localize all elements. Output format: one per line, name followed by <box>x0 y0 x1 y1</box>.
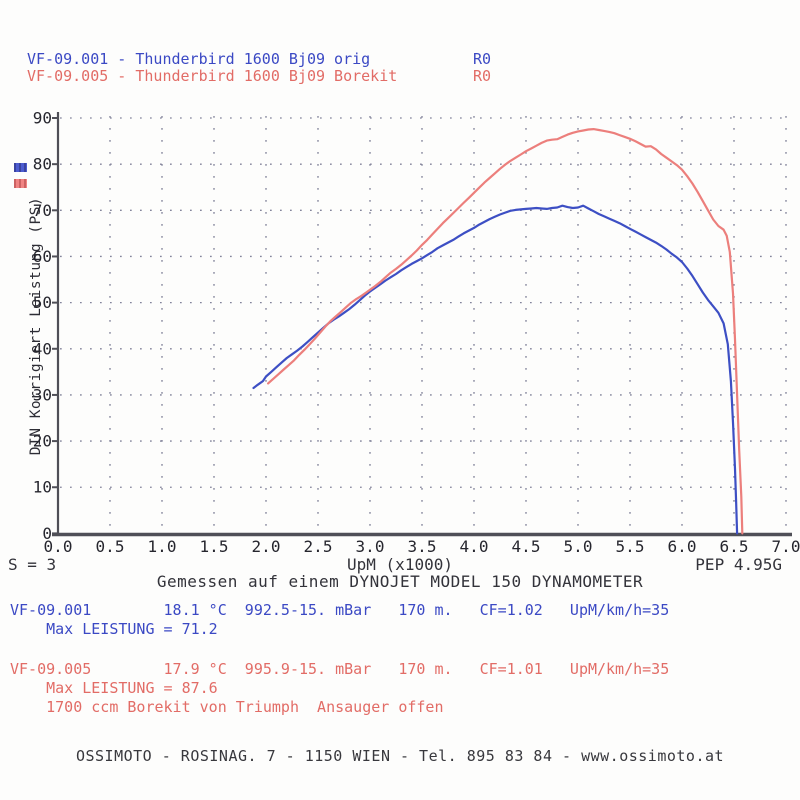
y-tick-label: 60 <box>33 247 52 266</box>
run2-conditions: VF-09.005 17.9 °C 995.9-15. mBar 170 m. … <box>10 660 670 678</box>
x-tick-label: 3.5 <box>408 537 437 556</box>
run1-title: VF-09.001 - Thunderbird 1600 Bj09 orig <box>27 50 371 68</box>
smoothing-label: S = 3 <box>8 555 57 574</box>
y-tick-label: 90 <box>33 109 52 128</box>
y-tick-label: 30 <box>33 385 52 404</box>
x-tick-label: 6.5 <box>720 537 749 556</box>
y-tick-label: 20 <box>33 432 52 451</box>
legend-swatch-borekit-icon <box>14 179 27 188</box>
legend-swatch-orig-icon <box>14 163 27 172</box>
y-tick-label: 80 <box>33 155 52 174</box>
run2-run-badge: R0 <box>473 67 492 85</box>
dynamometer-caption: Gemessen auf einem DYNOJET MODEL 150 DYN… <box>156 572 644 591</box>
y-tick-label: 10 <box>33 478 52 497</box>
x-tick-label: 2.5 <box>304 537 333 556</box>
power-curve-orig <box>252 204 739 535</box>
x-tick-label: 3.0 <box>356 537 385 556</box>
x-tick-label: 1.5 <box>200 537 229 556</box>
run2-note: 1700 ccm Borekit von Triumph Ansauger of… <box>10 698 444 716</box>
x-tick-label: 6.0 <box>668 537 697 556</box>
run2-max-power: Max LEISTUNG = 87.6 <box>10 679 218 697</box>
y-axis-title: DIN Korrigiert Leistung (PS) <box>28 197 44 455</box>
dyno-chart: DIN Korrigiert Leistung (PS) 0 10 20 30 40 50… <box>28 109 800 556</box>
y-tick-label: 50 <box>33 293 52 312</box>
x-tick-label: 2.0 <box>252 537 281 556</box>
x-tick-label: 5.0 <box>564 537 593 556</box>
pep-version-label: PEP 4.95G <box>695 555 782 574</box>
x-tick-label: 0.0 <box>44 537 73 556</box>
x-tick-label: 1.0 <box>148 537 177 556</box>
run2-title: VF-09.005 - Thunderbird 1600 Bj09 Boreki… <box>27 67 398 85</box>
x-tick-label: 7.0 <box>772 537 800 556</box>
y-tick-label: 70 <box>33 201 52 220</box>
power-curve-borekit <box>267 128 744 535</box>
run1-conditions: VF-09.001 18.1 °C 992.5-15. mBar 170 m. … <box>10 601 670 619</box>
y-tick-label: 40 <box>33 339 52 358</box>
run1-run-badge: R0 <box>473 50 492 68</box>
x-tick-label: 4.0 <box>460 537 489 556</box>
shop-footer: OSSIMOTO - ROSINAG. 7 - 1150 WIEN - Tel.… <box>75 747 725 765</box>
x-tick-label: 5.5 <box>616 537 645 556</box>
y-tick-label: 0 <box>42 524 52 543</box>
x-axis-title: UpM (x1000) <box>347 555 453 574</box>
run1-max-power: Max LEISTUNG = 71.2 <box>10 620 218 638</box>
x-tick-label: 0.5 <box>96 537 125 556</box>
x-tick-label: 4.5 <box>512 537 541 556</box>
